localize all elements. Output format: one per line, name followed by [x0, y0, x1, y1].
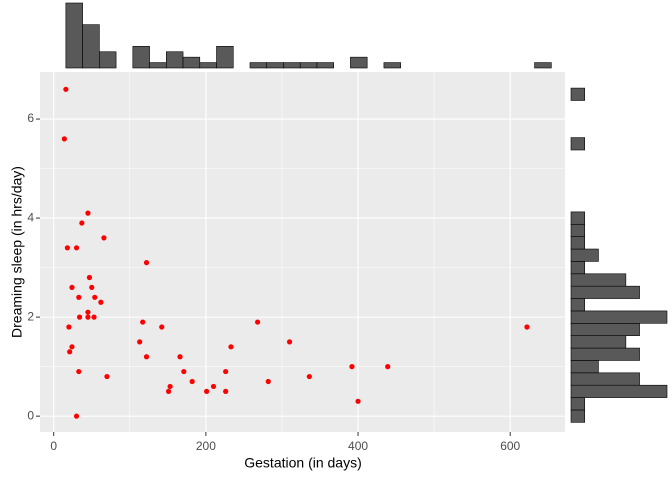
x-histogram-bar: [82, 24, 100, 69]
y-histogram-bar: [570, 261, 586, 275]
point: [140, 319, 146, 325]
point: [85, 309, 91, 315]
x-tick-label: 200: [196, 439, 216, 453]
point: [67, 349, 73, 355]
point: [104, 373, 110, 380]
y-tick-label: 2: [27, 309, 34, 323]
x-histogram-bar: [132, 46, 150, 69]
point: [137, 339, 143, 345]
point: [101, 235, 107, 241]
y-histogram-bar: [570, 310, 668, 324]
point: [64, 245, 70, 251]
x-histogram-bar: [266, 62, 284, 69]
point: [61, 136, 67, 142]
y-histogram-bar: [570, 397, 586, 411]
point: [385, 364, 391, 370]
x-histogram-bar: [383, 62, 401, 69]
x-histogram-bar: [199, 62, 217, 69]
panel-background: [40, 72, 565, 432]
x-histogram-bar: [299, 62, 318, 69]
point: [355, 398, 361, 404]
x-histogram-bar: [182, 56, 201, 69]
point: [86, 274, 93, 281]
point: [189, 378, 195, 385]
point: [73, 413, 80, 419]
point: [165, 388, 172, 394]
y-histogram-bar: [570, 285, 640, 299]
point: [181, 368, 187, 375]
point: [85, 314, 91, 320]
x-histogram-bar: [350, 56, 368, 69]
point: [91, 314, 97, 320]
x-axis-title: Gestation (in days): [244, 455, 362, 471]
point: [159, 324, 165, 330]
point: [76, 368, 82, 375]
x-tick-label: 600: [500, 439, 520, 453]
y-histogram-bar: [570, 372, 640, 386]
y-histogram-bar: [570, 360, 599, 374]
point: [98, 299, 104, 305]
point: [76, 314, 83, 320]
point: [223, 368, 229, 375]
point: [89, 284, 95, 291]
x-tick-label: 400: [348, 439, 368, 453]
point: [143, 260, 150, 266]
y-tick-label: 0: [27, 408, 34, 422]
point: [73, 245, 80, 251]
point: [167, 383, 173, 390]
y-histogram-bar: [570, 137, 586, 151]
y-histogram-bar: [570, 87, 586, 101]
point: [79, 220, 85, 226]
point: [210, 383, 217, 390]
y-tick-label: 4: [27, 210, 34, 224]
point: [228, 344, 234, 350]
y-histogram-bar: [570, 323, 640, 336]
y-histogram-bar: [570, 211, 586, 225]
point: [76, 294, 82, 300]
point: [177, 354, 183, 360]
y-histogram-bar: [570, 384, 668, 398]
point: [66, 324, 72, 330]
x-histogram-bar: [249, 62, 268, 69]
point: [92, 294, 98, 300]
point: [255, 319, 261, 325]
point: [265, 378, 271, 385]
point: [223, 388, 229, 394]
y-histogram-bar: [570, 248, 599, 262]
x-histogram-bar: [65, 2, 83, 69]
y-histogram-bar: [570, 273, 627, 287]
y-histogram-bar: [570, 409, 586, 423]
x-tick-label: 0: [50, 439, 57, 453]
point: [85, 210, 91, 216]
y-axis-title: Dreaming sleep (in hrs/day): [9, 166, 25, 338]
y-histogram-bar: [570, 335, 627, 349]
y-histogram-bar: [570, 236, 586, 250]
x-histogram-bar: [99, 51, 117, 69]
y-histogram-bar: [570, 223, 586, 237]
x-histogram-bar: [316, 62, 334, 69]
x-histogram-bar: [149, 62, 167, 69]
y-tick-label: 6: [27, 111, 34, 125]
x-histogram-bar: [216, 46, 234, 69]
x-histogram-bar: [283, 62, 301, 69]
point: [286, 339, 293, 345]
point: [69, 284, 75, 291]
y-histogram-bar: [570, 298, 586, 312]
point: [204, 388, 210, 394]
point: [69, 344, 75, 350]
x-histogram-bar: [166, 51, 184, 69]
x-histogram-bar: [534, 62, 552, 69]
point: [143, 354, 150, 360]
y-histogram-bar: [570, 347, 640, 361]
point: [306, 373, 312, 380]
point: [63, 86, 69, 92]
point: [349, 364, 355, 370]
point: [524, 324, 530, 330]
